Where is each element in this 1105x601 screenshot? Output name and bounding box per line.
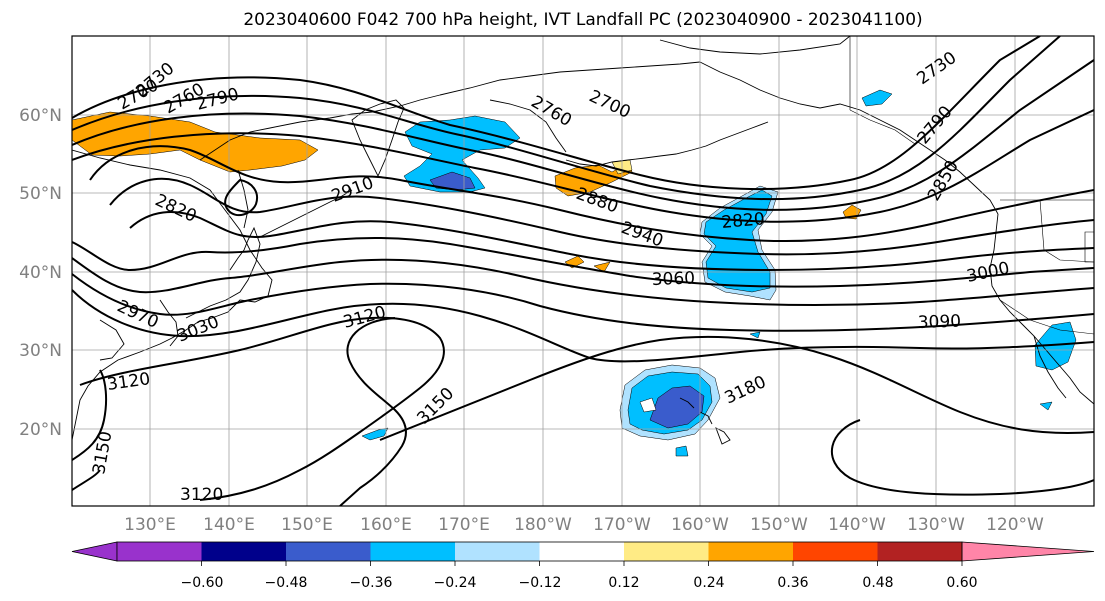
colorbar: −0.60 −0.48 −0.36 −0.24 −0.12 0.12 0.24 … <box>71 541 1095 591</box>
shading-orange-west <box>72 111 319 173</box>
lon-label: 120°W <box>986 515 1044 535</box>
lat-label: 60°N <box>19 106 62 126</box>
colorbar-segment <box>539 542 625 561</box>
colorbar-segment <box>624 542 709 561</box>
colorbar-tick-label: 0.60 <box>946 575 977 591</box>
lon-label: 130°E <box>124 515 176 535</box>
colorbar-tick-label: 0.48 <box>862 575 893 591</box>
shading-orange-small2 <box>593 261 611 273</box>
contour-label: 3120 <box>180 485 223 505</box>
latitude-labels: 60°N 50°N 40°N 30°N 20°N <box>19 106 62 440</box>
shading-blue-tiny2 <box>1039 401 1053 411</box>
lon-label: 140°E <box>203 515 255 535</box>
lon-label: 150°W <box>750 515 808 535</box>
colorbar-tick-label: −0.60 <box>181 575 224 591</box>
colorbar-tick-label: −0.24 <box>434 575 477 591</box>
colorbar-segment <box>370 542 456 561</box>
lon-label: 170°E <box>438 515 490 535</box>
colorbar-segment <box>708 542 794 561</box>
colorbar-segment <box>201 542 287 561</box>
colorbar-tick-label: −0.12 <box>519 575 562 591</box>
colorbar-segments <box>71 541 1095 562</box>
colorbar-tick-label: −0.48 <box>265 575 308 591</box>
contour-label: 2820 <box>721 209 766 233</box>
coastlines <box>72 36 1094 445</box>
colorbar-segment <box>455 542 540 561</box>
contour-label: 3090 <box>917 311 961 332</box>
colorbar-extend-high <box>961 541 1095 562</box>
colorbar-segment <box>793 542 878 561</box>
lon-label: 160°W <box>671 515 729 535</box>
colorbar-segment <box>117 542 202 561</box>
colorbar-tick-label: 0.36 <box>777 575 808 591</box>
colorbar-tick-label: −0.36 <box>350 575 393 591</box>
figure-title: 2023040600 F042 700 hPa height, IVT Land… <box>243 10 922 30</box>
shading-darkblue-hawaii <box>649 385 705 429</box>
lon-label: 150°E <box>281 515 333 535</box>
contour-label: 3060 <box>651 268 695 289</box>
lon-label: 170°W <box>593 515 651 535</box>
lon-label: 130°W <box>907 515 965 535</box>
colorbar-extend-low <box>71 541 118 562</box>
ivt-shading <box>72 89 1077 457</box>
height-contours <box>72 36 1094 506</box>
longitude-labels: 130°E 140°E 150°E 160°E 170°E 180°W 170°… <box>124 515 1044 535</box>
lat-label: 40°N <box>19 263 62 283</box>
colorbar-tick-label: 0.24 <box>693 575 724 591</box>
shading-blue-tiny1 <box>749 331 761 339</box>
lon-label: 160°E <box>360 515 412 535</box>
lat-label: 50°N <box>19 184 62 204</box>
shading-blue-alaska <box>861 89 893 107</box>
colorbar-segment <box>877 542 963 561</box>
lon-label: 180°W <box>514 515 572 535</box>
colorbar-segment <box>286 542 371 561</box>
lat-label: 20°N <box>19 420 62 440</box>
lat-label: 30°N <box>19 341 62 361</box>
colorbar-ticks <box>201 561 963 566</box>
shading-white-hole <box>639 397 657 413</box>
shading-blue-small-hawaii <box>675 445 689 457</box>
colorbar-tick-label: 0.12 <box>608 575 639 591</box>
shading-blue-baja <box>1034 321 1077 371</box>
lon-label: 140°W <box>828 515 886 535</box>
map-frame <box>71 35 1095 507</box>
